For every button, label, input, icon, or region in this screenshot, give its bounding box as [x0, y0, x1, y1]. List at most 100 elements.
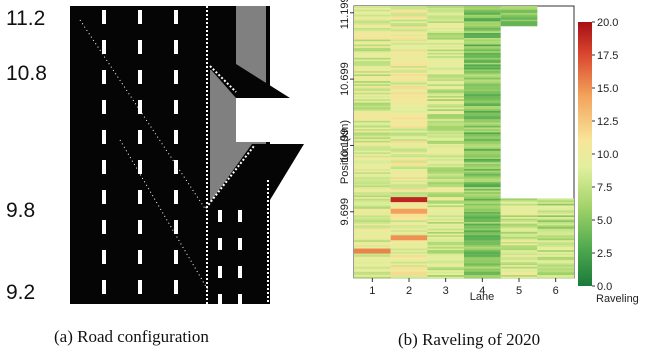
heatmap-cell [427, 229, 464, 232]
heatmap-cell [427, 273, 464, 276]
heatmap-cell [390, 138, 428, 141]
heatmap-cell [427, 108, 464, 111]
heatmap-cell [354, 77, 391, 80]
heatmap-cell [464, 236, 501, 239]
heatmap-cell [464, 85, 501, 88]
heatmap-cell [427, 85, 464, 88]
heatmap-cell [390, 181, 428, 184]
heatmap-cell [427, 120, 464, 123]
heatmap-cell [427, 87, 464, 90]
heatmap-cell [390, 276, 428, 279]
heatmap-cell [464, 10, 501, 14]
heatmap-cell [464, 234, 501, 237]
heatmap-cell [464, 110, 501, 113]
heatmap-cell [390, 274, 428, 277]
heatmap-cell [500, 251, 538, 254]
heatmap-cell [427, 175, 464, 178]
heatmap-cell [390, 77, 428, 80]
heatmap-cell [464, 9, 501, 12]
heatmap-cell [427, 72, 464, 75]
heatmap-cell [464, 22, 501, 25]
heatmap-cell [427, 140, 464, 143]
heatmap-cell [464, 175, 501, 178]
heatmap-cell [354, 78, 391, 82]
heatmap-cell [537, 248, 574, 251]
lane-dash [102, 280, 106, 294]
heatmap-cell [390, 65, 428, 68]
lane-dash [138, 70, 142, 84]
heatmap-cell [354, 186, 391, 189]
heatmap-cell [500, 206, 538, 209]
heatmap-cell [464, 249, 501, 252]
heatmap-cell [390, 105, 428, 108]
heatmap-cell [354, 62, 391, 65]
heatmap-cell [427, 15, 464, 19]
heatmap-cell [427, 161, 464, 164]
heatmap-cell [427, 221, 464, 224]
heatmap-cell [427, 32, 464, 35]
heatmap-cell [390, 200, 428, 203]
heatmap-cells [354, 6, 574, 279]
heatmap-cell [390, 205, 428, 208]
heatmap-cell [354, 258, 391, 261]
heatmap-cell [390, 244, 428, 247]
heatmap-cell [500, 14, 538, 17]
heatmap-cell [427, 67, 464, 70]
heatmap-cell [427, 95, 464, 98]
heatmap-cell [390, 19, 428, 22]
heatmap-cell [354, 178, 391, 181]
heatmap-cell [354, 133, 391, 136]
heatmap-cell [354, 191, 391, 194]
heatmap-cell [464, 161, 501, 164]
heatmap-cell [390, 107, 428, 110]
exit-lane-dash [238, 294, 242, 306]
heatmap-cell [354, 175, 391, 178]
heatmap-cell [427, 160, 464, 163]
heatmap-cell [537, 226, 574, 229]
heatmap-cell [390, 39, 428, 42]
heatmap-cell [390, 163, 428, 166]
heatmap-cell [390, 266, 428, 269]
heatmap-cell [464, 274, 501, 277]
heatmap-cell [464, 140, 501, 143]
heatmap-cell [464, 49, 501, 52]
heatmap-cell [464, 244, 501, 247]
heatmap-cell [427, 155, 464, 158]
heatmap-cell [354, 238, 391, 241]
heatmap-cell [390, 176, 428, 179]
heatmap-cell [500, 228, 538, 231]
heatmap-cell [427, 181, 464, 184]
heatmap-cell [464, 138, 501, 141]
heatmap-cell [537, 246, 574, 249]
heatmap-cell [464, 24, 501, 27]
heatmap-cell [390, 132, 428, 135]
heatmap-cell [464, 229, 501, 232]
heatmap-cell [354, 88, 391, 91]
heatmap-cell [427, 254, 464, 257]
heatmap-cell [500, 24, 538, 27]
heatmap-cell [390, 78, 428, 82]
heatmap-cell [390, 268, 428, 271]
heatmap-cell [500, 264, 538, 267]
heatmap-cell [390, 49, 428, 52]
heatmap-cell [427, 274, 464, 277]
heatmap-cell [390, 224, 428, 227]
heatmap-cell [464, 135, 501, 138]
heatmap-cell [354, 110, 391, 113]
heatmap-cell [537, 200, 574, 203]
heatmap-cell [354, 153, 391, 156]
heatmap-cell [427, 191, 464, 194]
heatmap-cell [390, 264, 428, 267]
heatmap-cell [427, 35, 464, 38]
heatmap-cell [354, 25, 391, 28]
heatmap-cell [390, 25, 428, 28]
heatmap-cell [390, 248, 428, 251]
heatmap-cell [354, 103, 391, 106]
heatmap-cell [427, 105, 464, 108]
heatmap-cell [390, 263, 428, 266]
heatmap-cell [354, 34, 391, 37]
lane-dash [138, 250, 142, 264]
heatmap-cell [427, 206, 464, 209]
heatmap-cell [390, 92, 428, 95]
heatmap-cell [464, 142, 501, 145]
